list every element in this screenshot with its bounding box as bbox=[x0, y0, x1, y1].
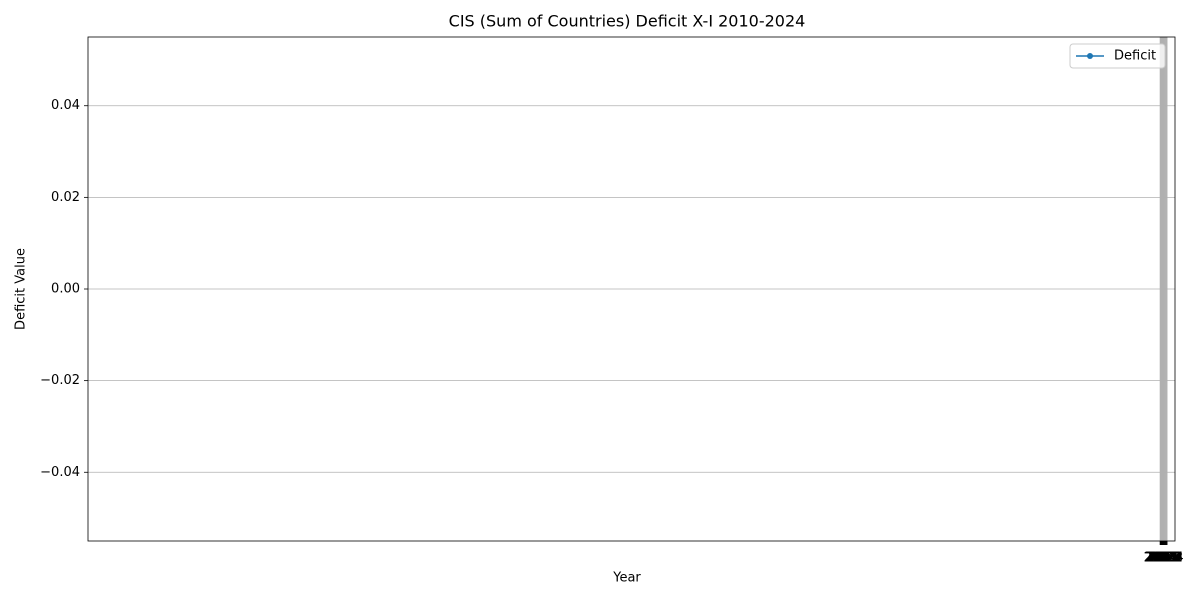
x-tick-label: 2021 bbox=[1149, 551, 1182, 566]
legend-marker bbox=[1087, 53, 1093, 59]
chart-title: CIS (Sum of Countries) Deficit X-I 2010-… bbox=[449, 12, 806, 31]
y-tick-label: −0.04 bbox=[40, 465, 80, 480]
x-tick-label: 2012 bbox=[1145, 551, 1178, 566]
x-tick-label: 2019 bbox=[1148, 551, 1181, 566]
x-tick-label: 2018 bbox=[1148, 551, 1181, 566]
x-tick-label: 2011 bbox=[1144, 551, 1177, 566]
y-tick-label: −0.02 bbox=[40, 373, 80, 388]
y-tick-label: 0.04 bbox=[51, 98, 80, 113]
x-tick-label: 2022 bbox=[1150, 551, 1183, 566]
legend-box bbox=[1069, 43, 1166, 69]
legend-label: Deficit bbox=[1114, 49, 1156, 64]
x-tick-label: 2020 bbox=[1149, 551, 1182, 566]
plot-frame bbox=[87, 36, 1176, 542]
x-tick-label: 2016 bbox=[1147, 551, 1180, 566]
x-tick-label: 2015 bbox=[1146, 551, 1179, 566]
x-tick-label: 2023 bbox=[1150, 551, 1183, 566]
y-tick-label: 0.00 bbox=[51, 282, 80, 297]
x-tick-label: 2013 bbox=[1145, 551, 1178, 566]
x-tick-label: 2024 bbox=[1151, 551, 1184, 566]
y-tick-label: 0.02 bbox=[51, 190, 80, 205]
x-axis-label: Year bbox=[612, 571, 641, 586]
x-tick-label: 2010 bbox=[1144, 551, 1177, 566]
x-tick-label: 2017 bbox=[1147, 551, 1180, 566]
y-axis-label: Deficit Value bbox=[14, 248, 29, 330]
x-tick-label: 2014 bbox=[1146, 551, 1179, 566]
